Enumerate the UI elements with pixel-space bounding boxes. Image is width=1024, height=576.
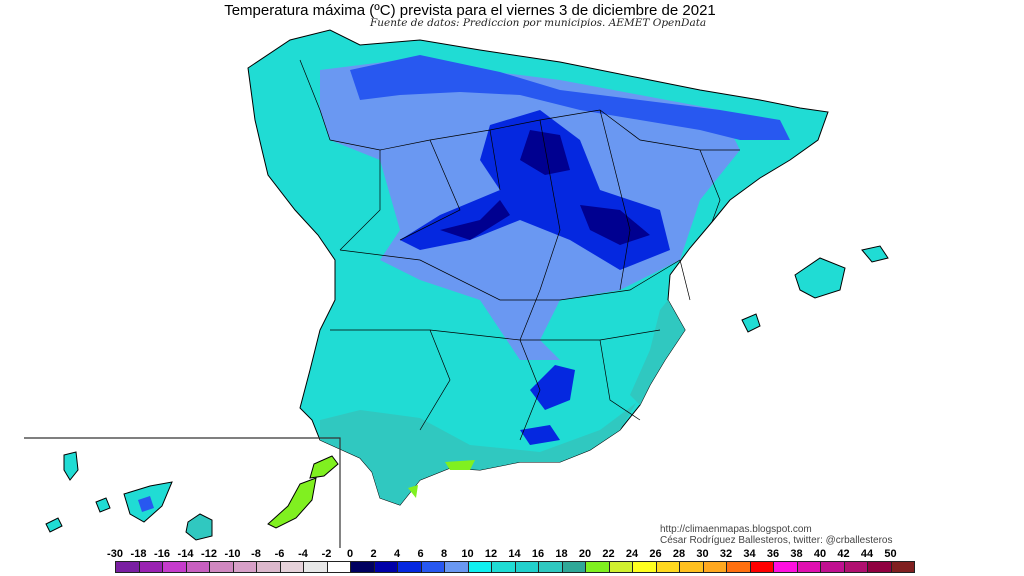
map-subtitle: Fuente de datos: Prediccion por municipi… <box>370 17 707 29</box>
legend-label: 12 <box>484 548 498 560</box>
la-palma-island <box>63 451 79 481</box>
legend-label: 34 <box>743 548 756 560</box>
legend-label: -14 <box>177 548 194 560</box>
legend-swatch <box>350 561 375 573</box>
legend-label: 32 <box>719 548 733 560</box>
south-warm-zone <box>320 380 650 505</box>
legend-label: -6 <box>274 548 285 560</box>
gran-canaria-island <box>185 513 213 541</box>
legend-swatch <box>373 561 398 573</box>
legend-label: 30 <box>696 548 709 560</box>
legend-label: -8 <box>251 548 261 560</box>
legend-swatch <box>655 561 680 573</box>
legend-label: 20 <box>578 548 592 560</box>
legend-swatch <box>303 561 328 573</box>
legend-label: 8 <box>440 548 448 560</box>
legend-label: 36 <box>766 548 780 560</box>
legend-swatch <box>890 561 915 573</box>
province-borders <box>299 59 740 441</box>
legend-label: 2 <box>370 548 377 560</box>
legend-label: 44 <box>860 548 874 560</box>
legend-swatch <box>749 561 774 573</box>
legend-swatch <box>491 561 516 573</box>
legend-swatch <box>632 561 657 573</box>
legend-swatch <box>185 561 210 573</box>
map-title: Temperatura máxima (ºC) prevista para el… <box>224 2 716 19</box>
legend-swatch <box>514 561 539 573</box>
legend-swatch <box>162 561 187 573</box>
legend-swatch <box>820 561 845 573</box>
credits-author: César Rodríguez Ballesteros, twitter: @c… <box>660 535 893 546</box>
legend-swatch <box>444 561 469 573</box>
legend-swatch <box>397 561 422 573</box>
legend-swatch <box>679 561 704 573</box>
legend-label: -12 <box>201 548 217 560</box>
legend-label: 40 <box>813 548 827 560</box>
legend-label: 14 <box>508 548 521 560</box>
lanzarote-island <box>309 455 339 479</box>
legend-label: 24 <box>625 548 639 560</box>
el-hierro-island <box>45 517 63 533</box>
legend-label: 22 <box>602 548 615 560</box>
legend-swatch <box>796 561 821 573</box>
legend-swatch <box>209 561 234 573</box>
legend-label: 50 <box>884 548 897 560</box>
la-gomera-island <box>95 497 111 513</box>
legend-label: 4 <box>393 548 401 560</box>
legend-label: 0 <box>346 548 354 560</box>
legend-label: -18 <box>130 548 147 560</box>
south-green-spots <box>408 460 475 498</box>
east-coast-zone <box>630 300 685 405</box>
legend-label: 6 <box>417 548 424 560</box>
legend-swatch <box>561 561 586 573</box>
legend-swatch <box>608 561 633 573</box>
legend-swatch <box>326 561 351 573</box>
legend-swatch <box>467 561 492 573</box>
legend-swatch <box>773 561 798 573</box>
menorca-island <box>861 245 889 263</box>
legend-label: -30 <box>107 548 123 560</box>
legend-label: 28 <box>672 548 686 560</box>
legend-swatch <box>420 561 445 573</box>
betica-cold-zone <box>520 365 575 445</box>
ibiza-island <box>741 313 761 333</box>
color-legend: -30 -18 -16 -14 -12 -10 -8 -6 -4 -2 0 2 4 6 8 10 12 14 16 1… <box>0 548 1024 576</box>
legend-swatch <box>115 561 140 573</box>
legend-label: -10 <box>224 548 241 560</box>
fuerteventura-island <box>267 477 317 529</box>
legend-swatch <box>585 561 610 573</box>
north-cold-zone <box>350 55 790 140</box>
teide-cold-zone <box>138 496 154 512</box>
peaks-coldest-zone <box>440 130 650 245</box>
legend-swatch <box>843 561 868 573</box>
legend-swatch <box>726 561 751 573</box>
legend-label: 38 <box>790 548 803 560</box>
legend-swatch <box>867 561 892 573</box>
legend-label: 18 <box>555 548 568 560</box>
legend-label: -4 <box>298 548 308 560</box>
legend-label: 16 <box>531 548 545 560</box>
legend-label: -2 <box>321 548 332 560</box>
legend-label: 10 <box>461 548 474 560</box>
legend-swatch <box>538 561 563 573</box>
credits-url: http://climaenmapas.blogspot.com <box>660 524 812 535</box>
canarias-inset-frame <box>24 437 341 548</box>
legend-swatch <box>256 561 281 573</box>
credits: http://climaenmapas.blogspot.com César R… <box>660 524 892 546</box>
legend-swatch <box>702 561 727 573</box>
legend-swatch <box>279 561 304 573</box>
legend-label: 26 <box>649 548 662 560</box>
legend-label: 42 <box>837 548 850 560</box>
legend-swatch <box>232 561 257 573</box>
temperature-map <box>24 29 889 548</box>
legend-label: -16 <box>154 548 170 560</box>
legend-swatch <box>138 561 163 573</box>
mallorca-island <box>794 257 846 299</box>
